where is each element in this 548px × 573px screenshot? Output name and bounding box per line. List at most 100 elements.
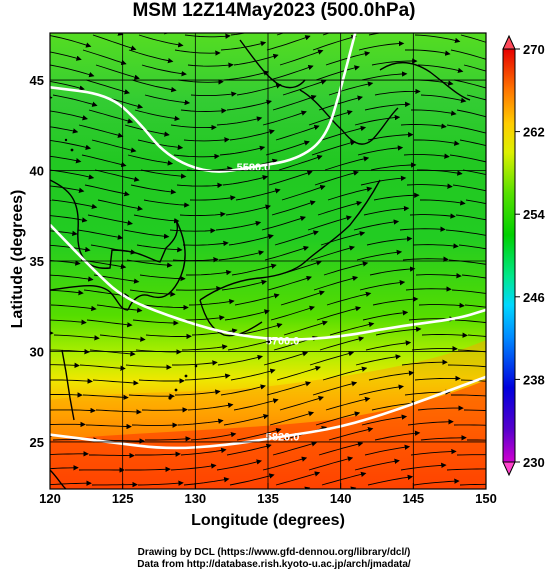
streamline-arrow bbox=[228, 234, 274, 246]
streamline-arrow bbox=[216, 116, 263, 126]
streamline-arrow bbox=[420, 199, 466, 206]
x-axis-ticks: 120 125 130 135 140 145 150 bbox=[39, 483, 497, 506]
streamline-arrow bbox=[81, 154, 127, 168]
streamline-arrow bbox=[125, 466, 171, 472]
streamline-arrow bbox=[311, 140, 356, 156]
streamline-arrow bbox=[328, 81, 374, 96]
streamline-arrow bbox=[456, 109, 486, 118]
streamline-arrow bbox=[0, 463, 32, 470]
streamline-arrow bbox=[34, 20, 78, 30]
streamline-arrow bbox=[420, 94, 467, 103]
contour-line bbox=[50, 375, 486, 450]
streamline-arrow bbox=[272, 94, 317, 111]
streamline-arrow bbox=[269, 411, 315, 426]
streamline-arrow bbox=[399, 226, 446, 232]
streamline-arrow bbox=[50, 140, 92, 150]
contour-line bbox=[50, 223, 486, 341]
map-panel: 5580.0 5700.0 5820.0 120 125 130 135 140 145 150… bbox=[0, 20, 545, 506]
streamline-arrow bbox=[95, 64, 140, 80]
streamline-arrow bbox=[50, 319, 87, 325]
coastlines bbox=[50, 39, 471, 489]
streamline-arrow bbox=[327, 186, 373, 201]
streamline-arrow bbox=[312, 381, 358, 396]
streamline-arrow bbox=[190, 91, 237, 97]
x-tick-label: 135 bbox=[257, 491, 279, 506]
streamline-arrow bbox=[131, 79, 177, 93]
streamline-arrow bbox=[357, 145, 404, 156]
streamline-arrow bbox=[448, 20, 491, 32]
colorbar-tick-label: 238 bbox=[523, 372, 545, 387]
streamline-arrow bbox=[0, 123, 32, 126]
streamline-arrow bbox=[1, 35, 46, 38]
streamline-arrow bbox=[374, 430, 421, 441]
streamline-arrow bbox=[172, 20, 217, 24]
streamline-arrow bbox=[141, 64, 187, 77]
streamline-arrow bbox=[220, 41, 267, 51]
streamline-arrow bbox=[313, 275, 359, 291]
streamline-arrow bbox=[268, 170, 313, 186]
contour-label: 5700.0 bbox=[266, 336, 300, 348]
x-tick-label: 130 bbox=[184, 491, 206, 506]
streamline-arrow bbox=[186, 269, 232, 276]
streamline-arrow bbox=[82, 394, 129, 401]
streamline-arrow bbox=[418, 302, 465, 309]
streamline-arrow bbox=[50, 244, 91, 253]
streamline-arrow bbox=[132, 319, 179, 326]
streamline-arrow bbox=[0, 493, 35, 500]
streamline-arrow bbox=[92, 34, 137, 51]
streamline-arrow bbox=[183, 477, 230, 486]
streamline-arrow bbox=[50, 35, 92, 48]
streamline-arrow bbox=[88, 109, 134, 124]
streamline-arrow bbox=[217, 354, 263, 366]
streamline-arrow bbox=[402, 256, 449, 262]
streamline-arrow bbox=[417, 405, 464, 411]
streamline-arrow bbox=[415, 273, 462, 279]
streamline-arrow bbox=[234, 293, 280, 306]
streamline-arrow bbox=[267, 275, 312, 291]
y-tick-label: 40 bbox=[30, 164, 44, 179]
streamline-arrow bbox=[95, 409, 142, 415]
streamline-arrow bbox=[365, 340, 412, 351]
streamline-arrow bbox=[421, 332, 468, 338]
streamline-arrow bbox=[175, 286, 222, 292]
y-tick-label: 35 bbox=[30, 254, 44, 269]
streamline-arrow bbox=[96, 304, 143, 313]
streamline-arrow bbox=[450, 49, 486, 60]
streamline-arrow bbox=[404, 49, 451, 56]
streamline-arrow bbox=[144, 94, 191, 106]
streamline-arrow bbox=[173, 153, 220, 160]
streamline-arrow bbox=[89, 349, 136, 357]
streamline-arrow bbox=[453, 424, 486, 426]
streamline-arrow bbox=[279, 395, 324, 411]
streamline-arrow bbox=[358, 384, 404, 396]
streamline-arrow bbox=[50, 64, 95, 78]
streamline-arrow bbox=[370, 162, 417, 171]
streamline-arrow bbox=[142, 304, 189, 311]
streamline-arrow bbox=[453, 79, 486, 89]
streamline-arrow bbox=[460, 379, 486, 382]
streamline-arrow bbox=[215, 220, 262, 231]
streamline-arrow bbox=[467, 334, 486, 337]
streamline-arrow bbox=[262, 456, 308, 471]
streamline-arrow bbox=[87, 214, 133, 226]
streamline-arrow bbox=[452, 184, 486, 192]
streamline-arrow bbox=[140, 169, 187, 179]
streamline-arrow bbox=[445, 229, 486, 239]
streamline-arrow bbox=[220, 384, 266, 396]
streamline-arrow bbox=[216, 459, 262, 471]
streamline-arrow bbox=[97, 199, 143, 211]
streamline-arrow bbox=[134, 109, 180, 122]
streamline-arrow bbox=[314, 170, 359, 186]
streamline-arrow bbox=[460, 34, 486, 43]
streamline-arrow bbox=[137, 480, 184, 486]
map-title: MSM 12Z14May2023 (500.0hPa) bbox=[132, 0, 416, 21]
x-tick-label: 140 bbox=[330, 491, 352, 506]
colorbar-bottom-triangle-icon bbox=[502, 461, 516, 477]
streamline-arrow bbox=[177, 418, 224, 426]
streamline-arrow bbox=[317, 200, 363, 216]
streamline-arrow bbox=[0, 109, 42, 110]
streamline-arrow bbox=[0, 401, 2, 410]
streamline-arrow bbox=[89, 452, 135, 459]
streamline-arrow bbox=[50, 378, 93, 384]
streamline-arrow bbox=[79, 364, 126, 371]
